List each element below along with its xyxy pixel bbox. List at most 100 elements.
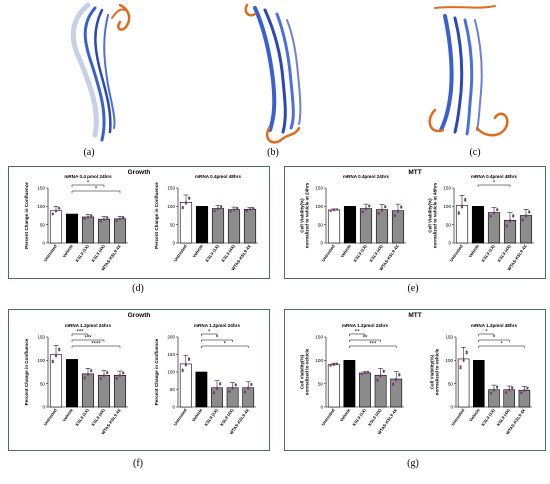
data-point	[391, 382, 395, 385]
data-point	[382, 369, 385, 372]
category-label: Vehicle	[467, 243, 480, 258]
y-tick-label: 0	[42, 241, 45, 246]
data-point	[236, 206, 239, 210]
bar	[359, 372, 371, 408]
category-label: KSL9 (1X)	[480, 407, 496, 427]
bar	[49, 210, 63, 244]
y-axis-label-line: normalized to vehicle	[435, 348, 440, 395]
y-tick-label: 50	[170, 387, 176, 392]
data-point	[86, 372, 90, 375]
y-tick-label: 100	[37, 358, 45, 363]
data-point	[376, 378, 379, 381]
data-point	[106, 371, 109, 374]
significance-label: **	[363, 335, 368, 341]
data-point	[459, 367, 462, 370]
category-label: KSL9 (4X)	[219, 407, 235, 427]
data-point	[364, 207, 368, 210]
y-tick-label: 0	[42, 405, 45, 410]
category-label: KSL9 (4X)	[368, 243, 384, 263]
bar	[327, 364, 340, 408]
chart-f2: mRNA 1.2pmol 24hrs Percent Change in Conf…	[154, 323, 256, 435]
data-point	[508, 219, 512, 222]
data-point	[122, 371, 125, 374]
y-tick-label: 100	[37, 204, 45, 209]
y-axis-label: Percent Change in Confluence	[154, 338, 159, 405]
significance-label: ***	[76, 329, 84, 335]
data-point	[228, 390, 231, 393]
category-label: Untreated	[321, 243, 337, 262]
y-tick-label: 150	[443, 186, 451, 191]
significance-label: ***	[84, 335, 92, 341]
data-point	[118, 217, 122, 220]
panel-label-d: (d)	[132, 283, 144, 294]
category-label: KSL9 (1X)	[74, 243, 90, 263]
data-point	[396, 209, 400, 212]
data-point	[329, 364, 332, 367]
y-axis-label-line: Cell Viability(%)	[430, 354, 435, 389]
y-axis-label-line: Cell Viability(%)	[428, 198, 433, 233]
y-tick-label: 150	[37, 335, 45, 340]
data-point	[526, 386, 529, 389]
data-point	[398, 373, 401, 376]
y-axis-label-line: Cell Viability(%)	[300, 198, 305, 233]
y-tick-label: 150	[167, 352, 175, 357]
data-point	[102, 374, 106, 377]
significance-label: *	[95, 186, 98, 192]
significance-label: **	[355, 329, 360, 335]
y-tick-label: 150	[167, 186, 175, 191]
category-label: Untreated	[43, 407, 59, 426]
protein-structure-a	[70, 2, 131, 142]
data-point	[360, 372, 363, 375]
bar	[375, 209, 389, 244]
y-tick-label: 0	[450, 405, 453, 410]
data-point	[457, 211, 460, 214]
category-label: Untreated	[173, 243, 189, 262]
y-tick-label: 100	[315, 204, 323, 209]
bar	[227, 209, 241, 244]
panel-label-e: (e)	[407, 283, 419, 294]
category-label: Vehicle	[191, 407, 204, 422]
data-point	[216, 207, 220, 210]
data-point	[187, 357, 191, 360]
data-point	[336, 208, 339, 211]
data-point	[492, 211, 496, 214]
chart-g1: mRNA 1.2pmol 24hrs Cell Viability(%)norma…	[300, 323, 404, 435]
data-point	[512, 214, 515, 217]
data-point	[99, 219, 102, 223]
data-point	[248, 208, 252, 211]
data-point	[505, 224, 508, 227]
data-point	[464, 197, 467, 201]
y-tick-label: 0	[320, 241, 323, 246]
y-axis-label: Cell Viability(%)normalized to vehicle a…	[300, 182, 310, 248]
chart-title: mRNA 1.2pmol 24hrs	[194, 323, 240, 328]
panel-label-f: (f)	[133, 458, 143, 469]
data-point	[115, 376, 118, 380]
bar	[243, 208, 257, 244]
category-label: KSL9 (1X)	[74, 407, 90, 427]
protein-structure-b	[244, 3, 302, 144]
y-axis-label: Percent Change in Confluence	[154, 182, 159, 249]
y-axis-label-line: normalized to vehicle at 48hrs	[433, 182, 438, 248]
category-label: KSL9 (1X)	[351, 407, 367, 427]
data-point	[247, 386, 250, 389]
data-point	[99, 377, 102, 380]
category-label: Untreated	[172, 407, 188, 426]
panel-label-g: (g)	[407, 458, 419, 469]
data-point	[51, 359, 54, 362]
category-label: KSL9 (4X)	[367, 407, 383, 427]
data-point	[102, 218, 106, 221]
chart-e1: mRNA 0.4pmol 24hrs Cell Viability(%)norma…	[300, 174, 406, 271]
data-point	[465, 350, 468, 353]
data-point	[368, 204, 371, 207]
bar	[473, 360, 485, 408]
data-point	[520, 391, 523, 394]
bar	[359, 208, 373, 244]
data-point	[58, 347, 61, 350]
data-point	[524, 214, 528, 217]
chart-title: mRNA 1.2pmol 24hrs	[342, 323, 388, 328]
category-label: KSL9 (1X)	[352, 243, 368, 263]
data-point	[188, 196, 191, 199]
category-label: KSL9 (4X)	[90, 243, 106, 263]
data-point	[393, 213, 396, 217]
category-label: Vehicle	[191, 243, 204, 258]
